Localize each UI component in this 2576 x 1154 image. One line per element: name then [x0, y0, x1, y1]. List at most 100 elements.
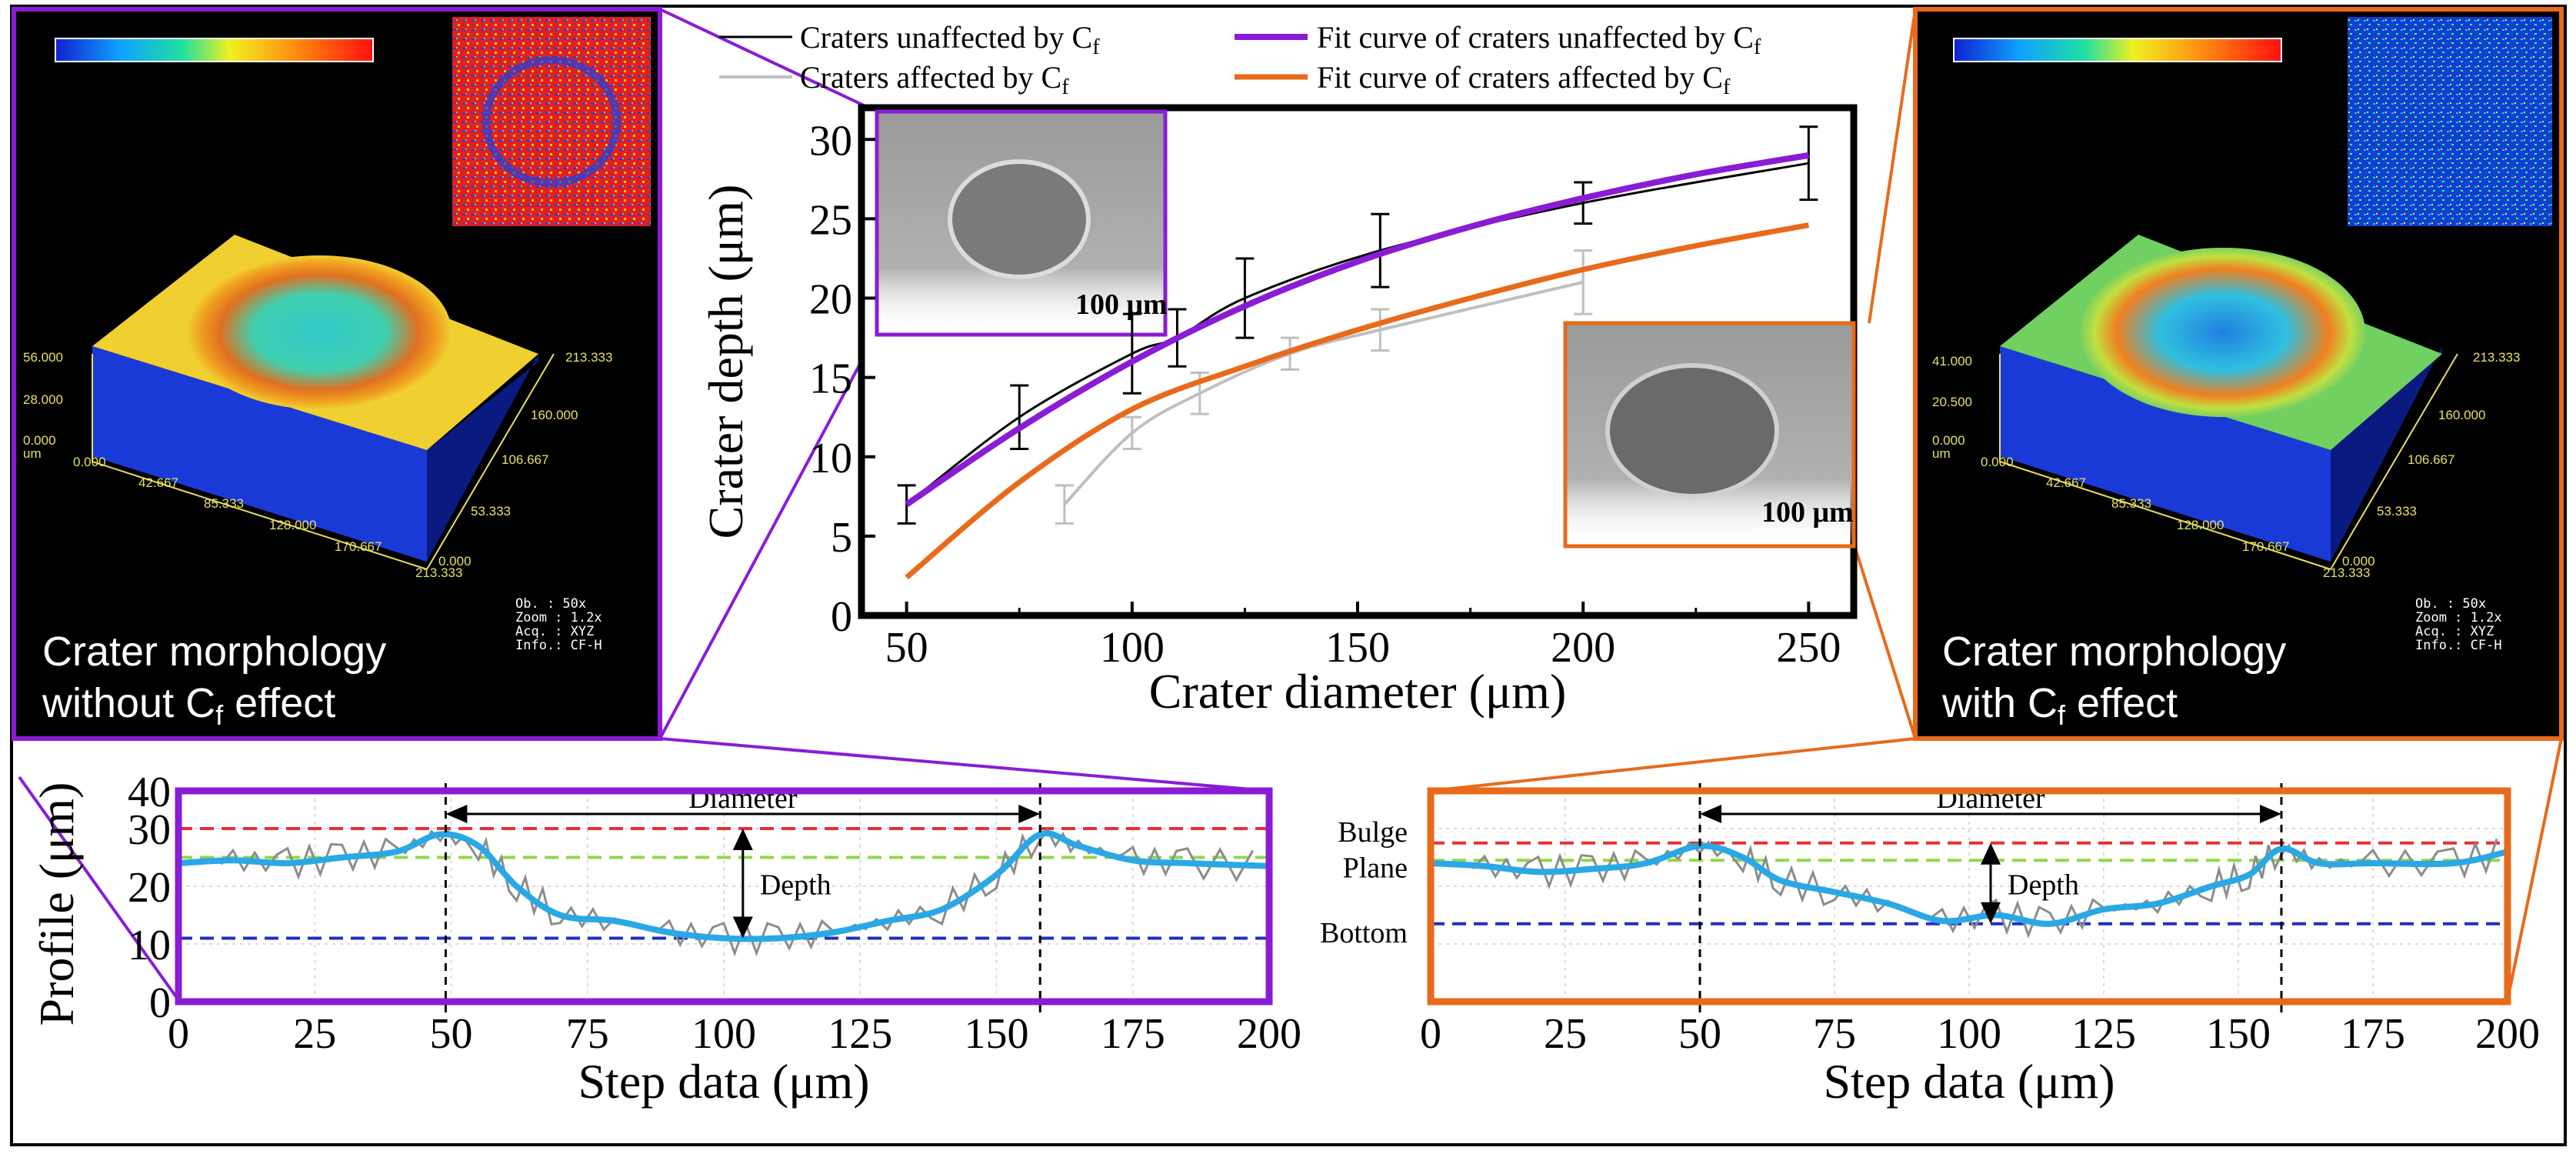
legend-label: Fit curve of craters affected by Cf	[1317, 60, 1731, 99]
info-line: Ob. : 50x	[515, 596, 586, 612]
color-scale-bar	[1953, 38, 2282, 62]
surface-map-inset	[2348, 17, 2552, 226]
arrow-head	[445, 805, 468, 823]
x-tick-label: 200	[2475, 1010, 2540, 1058]
z-tick-label: 56.000	[23, 350, 63, 365]
x-tick-label: 125	[828, 1010, 892, 1058]
y-axis-label: Profile (μm)	[29, 782, 84, 1026]
plot-area	[178, 791, 1269, 1002]
x-tick-label: 100	[1937, 1010, 2001, 1058]
y-tick-label: 30	[809, 117, 852, 165]
depth-vs-diameter-chart: 100 μm 100 μm 50 100 150 200 250 0 5 10 15 20 25 30 Cr…	[698, 20, 1858, 719]
y-tick-label: 15	[809, 355, 852, 403]
right-panel-frame	[1913, 7, 2564, 741]
x-tick-label: 125	[2071, 1010, 2136, 1058]
info-line: Zoom : 1.2x	[515, 610, 602, 625]
x-tick-label: 0	[1420, 1010, 1441, 1058]
panel-caption: Crater morphology	[42, 629, 386, 675]
plane-label: Plane	[1343, 852, 1408, 884]
x-tick-label: 100	[691, 1010, 756, 1058]
arrow-head	[1700, 805, 1721, 823]
x-tick-label: 75	[566, 1010, 609, 1058]
raw-profile-line	[1430, 839, 2498, 939]
y-tick-label: 20	[809, 276, 852, 324]
legend-label: Fit curve of craters unaffected by Cf	[1317, 20, 1761, 59]
crater-surface	[2081, 248, 2365, 417]
x-tick-label: 170.667	[2242, 539, 2289, 554]
plot-area	[1431, 791, 2508, 1002]
x-tick-label: 100	[1100, 624, 1165, 672]
x-tick-label: 0.000	[73, 455, 106, 469]
left-morphology-panel: 56.000 28.000 0.000 um 0.000 42.667 85.3…	[12, 7, 662, 741]
info-line: Zoom : 1.2x	[2415, 610, 2502, 625]
y-tick-label: 213.333	[565, 350, 612, 365]
y-tick-label: 53.333	[2377, 504, 2417, 519]
y-tick-label: 160.000	[531, 408, 578, 422]
panel-caption: without Cf effect	[42, 680, 335, 731]
sem-crater	[948, 159, 1091, 279]
depth-label: Depth	[2008, 869, 2079, 901]
legend-label: Craters unaffected by Cf	[800, 20, 1100, 59]
bulge-label: Bulge	[1338, 816, 1408, 849]
x-tick-label: 0.000	[1981, 455, 2014, 469]
surface-map-inset	[452, 17, 651, 226]
y-tick-label: 0.000	[2342, 554, 2375, 569]
x-tick-label: 0	[168, 1010, 189, 1058]
series-line	[905, 222, 1809, 580]
y-tick-label: 160.000	[2438, 408, 2485, 422]
x-axis-label: Crater diameter (μm)	[1149, 664, 1567, 719]
depth-label: Depth	[760, 869, 831, 901]
x-tick-label: 75	[1813, 1010, 1856, 1058]
x-tick-label: 128.000	[2177, 518, 2224, 532]
z-tick-label: 0.000	[1932, 433, 1965, 448]
y-tick-label: 213.333	[2473, 350, 2520, 365]
info-line: Acq. : XYZ	[515, 624, 594, 639]
z-tick-label: 41.000	[1932, 354, 1972, 369]
diameter-label: Diameter	[688, 782, 798, 815]
plot-frame	[1427, 787, 2511, 1006]
arrow-head	[1018, 805, 1041, 823]
y-axis-label: Crater depth (μm)	[698, 185, 753, 539]
connector-line	[18, 775, 180, 1002]
x-tick-label: 213.333	[2323, 565, 2370, 580]
y-tick-label: 25	[809, 196, 852, 244]
x-tick-label: 85.333	[204, 496, 244, 511]
connector-line	[1868, 8, 1917, 324]
connector-line	[2506, 738, 2563, 1001]
arrow-head	[2260, 805, 2281, 823]
x-tick-label: 50	[430, 1010, 473, 1058]
y-tick-label: 30	[128, 806, 171, 854]
profile-chart-affected: Diameter Depth 0 25 50 75 100 125 150 175 200 Step …	[1320, 782, 2540, 1109]
z-unit: um	[1932, 446, 1951, 461]
x-tick-label: 128.000	[269, 518, 316, 532]
crater-surface	[187, 255, 452, 409]
surface-block-side	[92, 346, 427, 562]
connector-line	[659, 737, 1270, 792]
info-line: Info.: CF-H	[2415, 638, 2502, 653]
scale-bar-label: 100 μm	[1075, 288, 1168, 321]
y-tick-label: 0	[831, 593, 852, 641]
y-tick-label: 0.000	[438, 554, 472, 569]
x-tick-label: 50	[1678, 1010, 1721, 1058]
x-axis-label: Step data (μm)	[578, 1054, 869, 1109]
y-tick-label: 53.333	[471, 504, 511, 519]
y-tick-label: 20	[128, 864, 171, 912]
color-scale-bar	[55, 38, 374, 62]
smooth-profile-line	[1430, 842, 2508, 927]
raw-profile-line	[178, 828, 1255, 957]
y-tick-label: 10	[128, 922, 171, 969]
left-panel-frame	[12, 7, 662, 741]
x-tick-label: 50	[885, 624, 928, 672]
y-tick-label: 10	[809, 435, 852, 482]
scale-bar-label: 100 μm	[1761, 496, 1854, 529]
x-tick-label: 200	[1237, 1010, 1301, 1058]
z-tick-label: 0.000	[23, 433, 56, 448]
series-line	[1063, 280, 1584, 506]
right-morphology-panel: 41.000 20.500 0.000 um 0.000 42.667 85.3…	[1913, 7, 2564, 741]
panel-caption: with Cf effect	[1941, 680, 2178, 731]
x-axis-label: Step data (μm)	[1823, 1054, 2114, 1109]
x-tick-label: 175	[2341, 1010, 2405, 1058]
y-tick-label: 106.667	[2408, 452, 2454, 467]
